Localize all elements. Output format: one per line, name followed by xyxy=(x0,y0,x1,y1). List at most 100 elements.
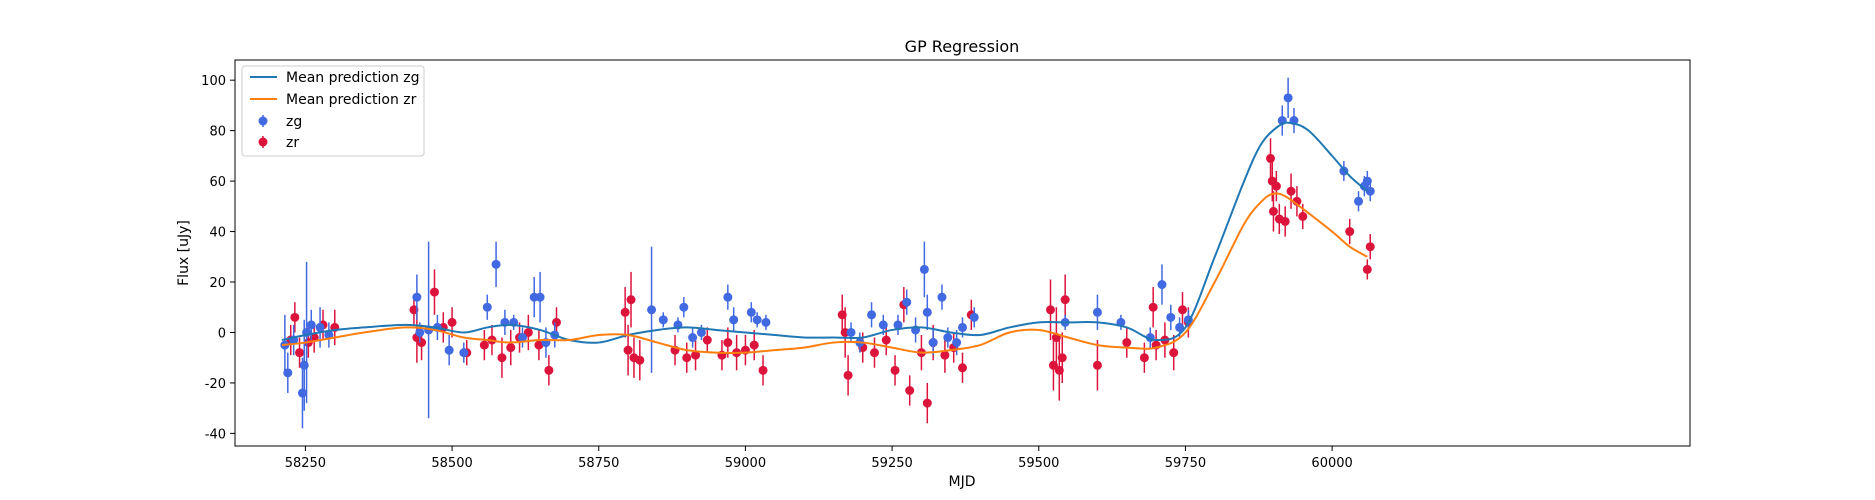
zr-point-marker xyxy=(552,317,562,327)
zg-point-marker xyxy=(696,327,706,337)
x-tick-label: 59750 xyxy=(1165,456,1206,471)
zr-point-marker xyxy=(869,348,879,358)
x-tick-label: 58250 xyxy=(285,456,326,471)
zg-point xyxy=(1092,294,1102,330)
zr-point-marker xyxy=(758,365,768,375)
y-tick-label: 0 xyxy=(218,326,226,341)
zg-point-marker xyxy=(412,292,422,302)
zr-point xyxy=(740,334,750,366)
zr-points xyxy=(286,138,1375,424)
prediction-lines xyxy=(281,121,1368,354)
zr-point xyxy=(523,314,533,351)
zg-point xyxy=(902,289,912,315)
zr-point xyxy=(626,271,636,328)
zg-point-marker xyxy=(306,320,316,330)
zg-point-marker xyxy=(517,333,527,343)
zr-point xyxy=(691,340,701,371)
zg-point-marker xyxy=(952,338,962,348)
zg-point-marker xyxy=(928,338,938,348)
legend-swatch-zg-points xyxy=(258,115,268,127)
zr-point-marker xyxy=(691,350,701,360)
zg-point-marker xyxy=(658,315,668,325)
zg-point-marker xyxy=(679,302,689,312)
zr-point xyxy=(1046,279,1056,341)
zr-point xyxy=(544,355,554,386)
zg-point-marker xyxy=(491,259,501,269)
zr-point xyxy=(506,329,516,366)
legend-label-zg-points: zg xyxy=(286,114,302,130)
zr-point-marker xyxy=(1365,242,1375,252)
zg-point xyxy=(1157,264,1167,305)
y-tick-label: 40 xyxy=(209,226,226,241)
zg-point-marker xyxy=(919,264,929,274)
zr-point-marker xyxy=(1148,302,1158,312)
y-tick-label: -20 xyxy=(205,377,226,392)
zg-point-marker xyxy=(1166,312,1176,322)
zr-point xyxy=(843,355,853,396)
zr-point xyxy=(1057,332,1067,383)
zr-point xyxy=(330,309,340,346)
legend-label-zr-line: Mean prediction zr xyxy=(286,92,417,108)
zr-point-marker xyxy=(843,370,853,380)
zr-point xyxy=(958,352,967,383)
zg-point-marker xyxy=(444,345,454,355)
zr-point-marker xyxy=(1266,153,1276,163)
zg-point xyxy=(444,334,454,366)
zr-point xyxy=(623,324,633,376)
zg-point-marker xyxy=(688,333,698,343)
legend-label-zg-line: Mean prediction zg xyxy=(286,70,420,86)
zr-point xyxy=(682,342,692,373)
zg-point-marker xyxy=(299,360,309,370)
zg-point xyxy=(922,294,932,330)
zg-point xyxy=(491,241,501,288)
zr-point xyxy=(922,382,932,424)
zr-point-marker xyxy=(940,350,950,360)
zr-point xyxy=(429,269,439,315)
zr-point-marker xyxy=(1298,211,1308,221)
zr-point xyxy=(890,355,900,386)
legend-label-zr-points: zr xyxy=(286,135,299,151)
x-tick-label: 60000 xyxy=(1311,456,1352,471)
zr-point-marker xyxy=(1345,227,1355,237)
legend: Mean prediction zg Mean prediction zr zg… xyxy=(241,65,425,157)
zg-point-marker xyxy=(283,368,293,378)
zr-point-marker xyxy=(506,343,516,353)
zg-point-marker xyxy=(1365,186,1375,196)
zr-point-marker xyxy=(1286,186,1296,196)
zr-point-marker xyxy=(1139,353,1149,363)
zg-point-marker xyxy=(867,310,877,320)
zg-point xyxy=(723,284,733,310)
zr-point-marker xyxy=(479,340,489,350)
zr-point xyxy=(1271,171,1281,202)
zg-point xyxy=(688,327,698,348)
x-tick-label: 59000 xyxy=(725,456,766,471)
x-tick-label: 58500 xyxy=(431,456,472,471)
zg-point-marker xyxy=(752,315,762,325)
zr-point-marker xyxy=(429,287,439,297)
zg-point-marker xyxy=(647,305,657,315)
zr-point xyxy=(1092,340,1102,391)
zr-point xyxy=(670,334,680,366)
zr-point-marker xyxy=(447,317,457,327)
zr-point xyxy=(290,302,300,333)
zr-point-marker xyxy=(881,335,891,345)
x-axis-label: MJD xyxy=(949,474,976,490)
zr-point-marker xyxy=(1122,338,1132,348)
zr-point-marker xyxy=(623,345,633,355)
zr-point-marker xyxy=(723,338,733,348)
zr-point xyxy=(620,287,630,338)
zr-point xyxy=(1362,259,1372,280)
zr-point-marker xyxy=(958,363,967,373)
zg-points xyxy=(280,77,1375,429)
zg-point-marker xyxy=(943,333,953,343)
zg-point xyxy=(893,314,903,335)
zr-point xyxy=(905,375,915,406)
zr-point-marker xyxy=(922,398,932,408)
zr-point-marker xyxy=(749,340,759,350)
zg-point-marker xyxy=(878,320,888,330)
zg-point xyxy=(302,261,312,404)
zr-point xyxy=(749,329,759,361)
zr-point xyxy=(1268,191,1278,232)
zr-point xyxy=(1266,138,1276,179)
zg-point xyxy=(1365,181,1375,202)
